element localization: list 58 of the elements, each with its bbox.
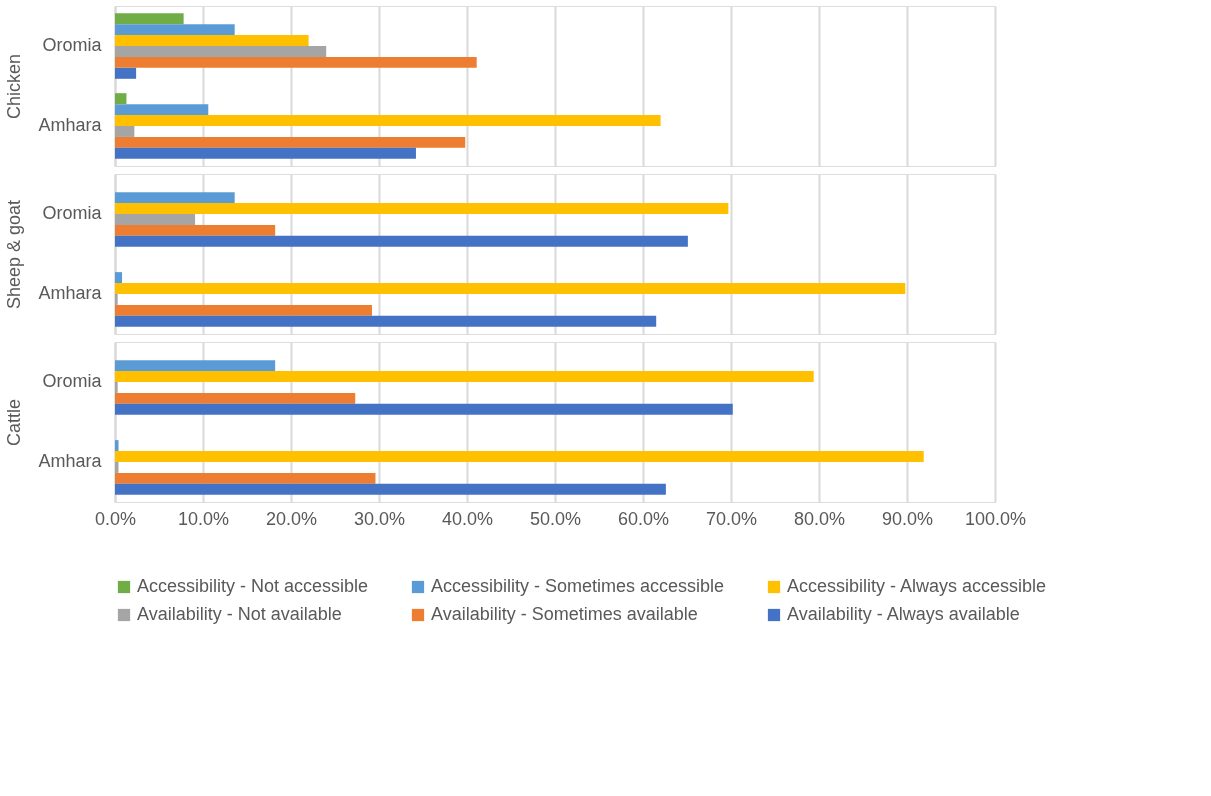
x-tick-label: 0.0% <box>94 508 137 529</box>
legend-label: Availability - Not available <box>137 604 342 624</box>
bar <box>115 214 196 225</box>
x-tick-label: 20.0% <box>265 508 318 529</box>
bar <box>115 192 235 204</box>
bar <box>115 483 666 495</box>
x-tick-label: 80.0% <box>793 508 846 529</box>
bar <box>115 46 327 57</box>
bar <box>115 235 688 247</box>
bar <box>115 13 184 25</box>
x-tick-label: 30.0% <box>353 508 406 529</box>
y-axis-title: Sheep & goat <box>4 199 25 310</box>
bar <box>115 392 356 404</box>
y-tick-label: Oromia <box>42 203 103 223</box>
x-tick-label: 90.0% <box>881 508 934 529</box>
bar <box>115 93 127 105</box>
y-tick-label: Amhara <box>38 283 103 303</box>
bar <box>115 147 416 159</box>
bar <box>115 272 123 284</box>
x-tick-label: 40.0% <box>441 508 494 529</box>
y-tick-label: Amhara <box>38 115 103 135</box>
bar <box>115 440 119 452</box>
y-tick-label: Amhara <box>38 451 103 471</box>
bar <box>115 126 135 137</box>
legend-label: Accessibility - Always accessible <box>787 576 1047 596</box>
bar <box>115 35 309 46</box>
x-tick-label: 100.0% <box>964 508 1027 529</box>
bar <box>115 224 276 236</box>
bar <box>115 104 209 116</box>
bar <box>115 115 661 126</box>
y-tick-label: Oromia <box>42 35 103 55</box>
legend-label: Availability - Sometimes available <box>431 604 698 624</box>
bar <box>115 382 118 393</box>
y-tick-label: Oromia <box>42 371 103 391</box>
bar <box>115 203 729 214</box>
legend-label: Availability - Always available <box>787 604 1020 624</box>
x-tick-label: 50.0% <box>529 508 582 529</box>
x-tick-label: 10.0% <box>177 508 230 529</box>
bar <box>115 462 119 473</box>
x-tick-label: 70.0% <box>705 508 758 529</box>
y-axis-title: Cattle <box>4 398 25 447</box>
bar <box>115 56 477 68</box>
bar <box>115 294 118 305</box>
legend-label: Accessibility - Not accessible <box>137 576 369 596</box>
bar <box>115 371 814 382</box>
bar <box>115 472 376 484</box>
bar <box>115 403 733 415</box>
bar <box>115 451 924 462</box>
bar <box>115 67 137 79</box>
bar <box>115 24 235 36</box>
bar <box>115 136 466 148</box>
bar <box>115 283 906 294</box>
bar <box>115 360 276 372</box>
y-axis-title: Chicken <box>4 53 25 120</box>
bar <box>115 315 657 327</box>
bar <box>115 304 372 316</box>
legend-label: Accessibility - Sometimes accessible <box>431 576 725 596</box>
x-tick-label: 60.0% <box>617 508 670 529</box>
